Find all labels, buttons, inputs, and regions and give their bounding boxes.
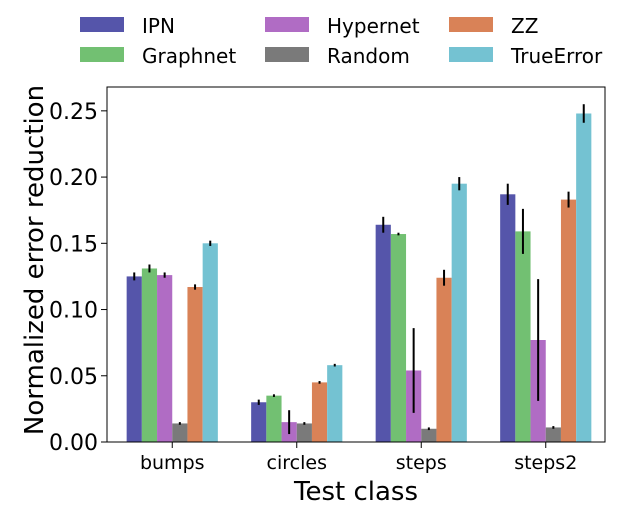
bar-zz-steps2 xyxy=(560,199,577,442)
bar-zz-steps xyxy=(436,277,452,442)
bar-random-bumps xyxy=(172,423,188,442)
x-axis: bumps circles steps steps2 xyxy=(140,442,577,474)
y-tick-label: 0.10 xyxy=(49,299,98,324)
x-tick-label-steps: steps xyxy=(396,452,447,474)
bar-graphnet-circles xyxy=(266,395,282,442)
bar-ipn-steps2 xyxy=(500,194,516,442)
bar-graphnet-steps2 xyxy=(515,231,531,442)
error-bars xyxy=(133,104,585,435)
bar-random-steps2 xyxy=(545,427,561,442)
bar-ipn-bumps xyxy=(126,276,142,442)
x-tick-label-circles: circles xyxy=(267,452,327,474)
legend-label-trueerror: TrueError xyxy=(510,44,603,68)
bar-trueerror-steps xyxy=(451,183,467,442)
legend-label-hypernet: Hypernet xyxy=(327,14,420,38)
y-tick-label: 0.05 xyxy=(49,365,98,390)
legend-label-random: Random xyxy=(327,44,410,68)
bar-random-circles xyxy=(296,423,312,442)
y-tick-label: 0.00 xyxy=(49,431,98,456)
bar-graphnet-bumps xyxy=(141,268,158,442)
legend-label-zz: ZZ xyxy=(511,14,538,38)
bar-groups xyxy=(126,113,592,442)
bar-ipn-steps xyxy=(375,224,391,442)
legend-swatch-hypernet xyxy=(265,17,309,32)
bar-zz-circles xyxy=(311,382,328,442)
y-tick-label: 0.15 xyxy=(49,232,98,257)
y-axis-label: Normalized error reduction xyxy=(20,85,50,435)
bar-random-steps xyxy=(421,428,437,442)
x-tick-label-bumps: bumps xyxy=(140,452,205,474)
y-tick-label: 0.20 xyxy=(49,166,98,191)
legend-swatch-trueerror xyxy=(449,47,493,62)
bar-ipn-circles xyxy=(251,402,267,442)
bar-hypernet-bumps xyxy=(157,275,173,442)
bar-trueerror-bumps xyxy=(202,243,218,442)
x-axis-label: Test class xyxy=(293,477,418,507)
bar-trueerror-steps2 xyxy=(576,113,592,442)
legend-swatch-random xyxy=(265,47,309,62)
legend-swatch-zz xyxy=(449,17,493,32)
y-axis: 0.00 0.05 0.10 0.15 0.20 0.25 xyxy=(49,100,107,456)
y-tick-label: 0.25 xyxy=(49,100,98,125)
x-tick-label-steps2: steps2 xyxy=(514,452,577,474)
bar-graphnet-steps xyxy=(390,234,407,442)
legend-swatch-ipn xyxy=(80,17,124,32)
legend: IPN Graphnet Hypernet Random ZZ TrueError xyxy=(80,14,603,68)
bar-zz-bumps xyxy=(187,287,203,442)
bar-trueerror-circles xyxy=(327,365,343,442)
plot-frame xyxy=(106,86,606,443)
legend-swatch-graphnet xyxy=(80,47,124,62)
legend-label-ipn: IPN xyxy=(142,14,175,38)
legend-label-graphnet: Graphnet xyxy=(142,44,236,68)
